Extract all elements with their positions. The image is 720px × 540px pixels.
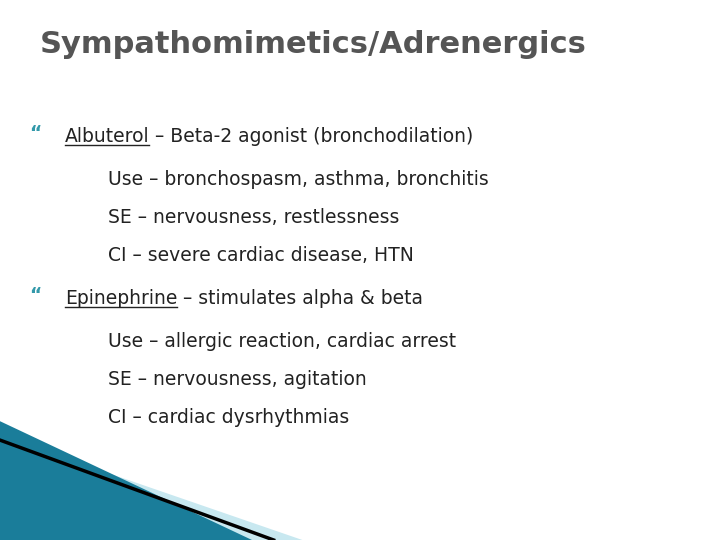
Text: – stimulates alpha & beta: – stimulates alpha & beta xyxy=(177,289,423,308)
Text: SE – nervousness, agitation: SE – nervousness, agitation xyxy=(108,370,366,389)
Text: Epinephrine: Epinephrine xyxy=(65,289,177,308)
Polygon shape xyxy=(0,448,302,540)
Text: Sympathomimetics/Adrenergics: Sympathomimetics/Adrenergics xyxy=(40,30,587,59)
Text: CI – severe cardiac disease, HTN: CI – severe cardiac disease, HTN xyxy=(108,246,414,265)
Text: CI – cardiac dysrhythmias: CI – cardiac dysrhythmias xyxy=(108,408,349,427)
Polygon shape xyxy=(0,421,252,540)
Text: Albuterol: Albuterol xyxy=(65,127,150,146)
Text: SE – nervousness, restlessness: SE – nervousness, restlessness xyxy=(108,208,400,227)
Text: Use – bronchospasm, asthma, bronchitis: Use – bronchospasm, asthma, bronchitis xyxy=(108,170,489,189)
Text: Use – allergic reaction, cardiac arrest: Use – allergic reaction, cardiac arrest xyxy=(108,332,456,351)
Text: “: “ xyxy=(29,124,41,143)
Text: – Beta-2 agonist (bronchodilation): – Beta-2 agonist (bronchodilation) xyxy=(150,127,474,146)
Text: “: “ xyxy=(29,286,41,305)
